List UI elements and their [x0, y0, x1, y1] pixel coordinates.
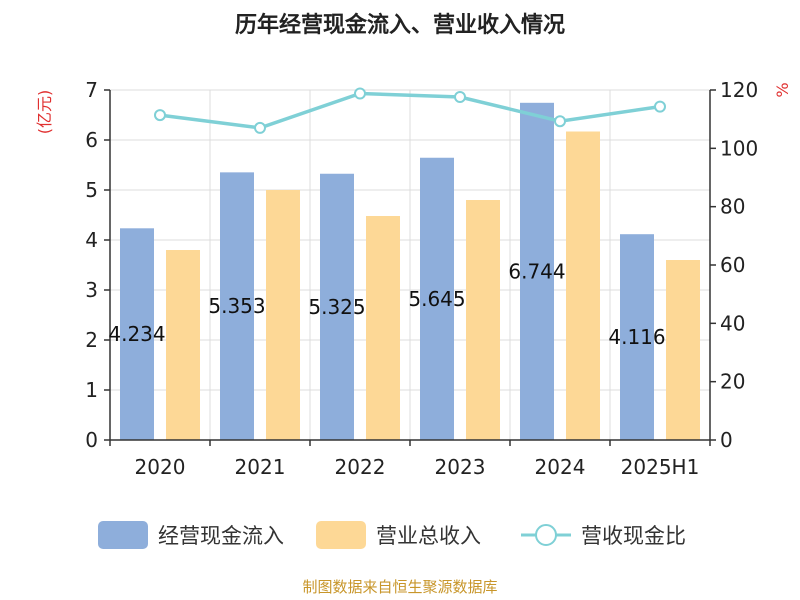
bar-revenue — [366, 216, 400, 440]
legend-marker-ratio — [535, 524, 557, 546]
legend-label-cash-inflow: 经营现金流入 — [158, 524, 284, 548]
bar-revenue — [166, 250, 200, 440]
ratio-series-line — [159, 91, 661, 130]
legend-label-revenue: 营业总收入 — [376, 524, 481, 548]
gridlines — [110, 89, 710, 440]
legend: 经营现金流入 营业总收入 营收现金比 — [98, 521, 686, 549]
ratio-line — [154, 87, 666, 134]
data-label-cash-inflow: 5.353 — [208, 294, 265, 318]
x-category-label: 2020 — [135, 455, 186, 479]
bar-cash-inflow — [220, 172, 254, 440]
bar-revenue — [566, 131, 600, 440]
y-right-tick-label: 120 — [720, 78, 758, 102]
x-category-label: 2023 — [435, 455, 486, 479]
legend-label-ratio: 营收现金比 — [581, 524, 686, 548]
y-left-tick-label: 2 — [85, 328, 98, 352]
y-left-tick-label: 7 — [85, 78, 98, 102]
ratio-point — [454, 91, 466, 103]
ratio-point — [354, 87, 366, 100]
y-right-tick-label: 60 — [720, 253, 745, 277]
y-right-tick-label: 100 — [720, 136, 758, 160]
data-label-cash-inflow: 5.645 — [408, 287, 465, 311]
y-right-tick-label: 80 — [720, 195, 745, 219]
y-left-tick-label: 5 — [85, 178, 98, 202]
ratio-point — [154, 109, 166, 122]
bar-revenue — [466, 200, 500, 440]
data-source-note: 制图数据来自恒生聚源数据库 — [302, 578, 497, 596]
x-category-label: 2025H1 — [621, 455, 700, 479]
y-right-tick-label: 0 — [720, 428, 733, 452]
y-left-tick-label: 0 — [85, 428, 98, 452]
bar-cash-inflow — [420, 157, 454, 440]
bar-cash-inflow — [320, 173, 354, 440]
data-labels: 4.234 5.353 5.325 5.645 6.744 4.116 — [108, 259, 665, 349]
y-left-tick-label: 1 — [85, 378, 98, 402]
bar-cash-inflow — [520, 102, 554, 441]
y-left-tick-label: 4 — [85, 228, 98, 252]
y-right-unit-label: % — [773, 82, 792, 97]
bar-revenue — [266, 190, 300, 440]
x-category-label: 2024 — [535, 455, 586, 479]
y-right-tick-label: 40 — [720, 311, 745, 335]
bars — [120, 102, 700, 441]
data-label-cash-inflow: 5.325 — [308, 295, 365, 319]
legend-swatch-revenue — [316, 521, 366, 549]
x-category-label: 2021 — [235, 455, 286, 479]
chart-title: 历年经营现金流入、营业收入情况 — [235, 12, 565, 38]
data-label-cash-inflow: 4.234 — [108, 322, 165, 346]
ratio-point — [254, 121, 266, 134]
ratio-point — [654, 100, 666, 113]
bar-cash-inflow — [620, 234, 654, 440]
bar-revenue — [666, 260, 700, 440]
bar-cash-inflow — [120, 228, 154, 440]
y-right-tick-label: 20 — [720, 370, 745, 394]
y-left-unit-label: (亿元) — [35, 90, 54, 135]
data-label-cash-inflow: 4.116 — [608, 325, 665, 349]
ratio-point — [554, 115, 566, 128]
legend-swatch-cash-inflow — [98, 521, 148, 549]
y-left-tick-label: 3 — [85, 278, 98, 302]
axes: 0 1 2 3 4 5 6 7 0 20 40 60 80 100 120 2020 2021 2022 2023 2… — [85, 78, 758, 479]
y-left-tick-label: 6 — [85, 128, 98, 152]
x-category-label: 2022 — [335, 455, 386, 479]
data-label-cash-inflow: 6.744 — [508, 259, 565, 283]
